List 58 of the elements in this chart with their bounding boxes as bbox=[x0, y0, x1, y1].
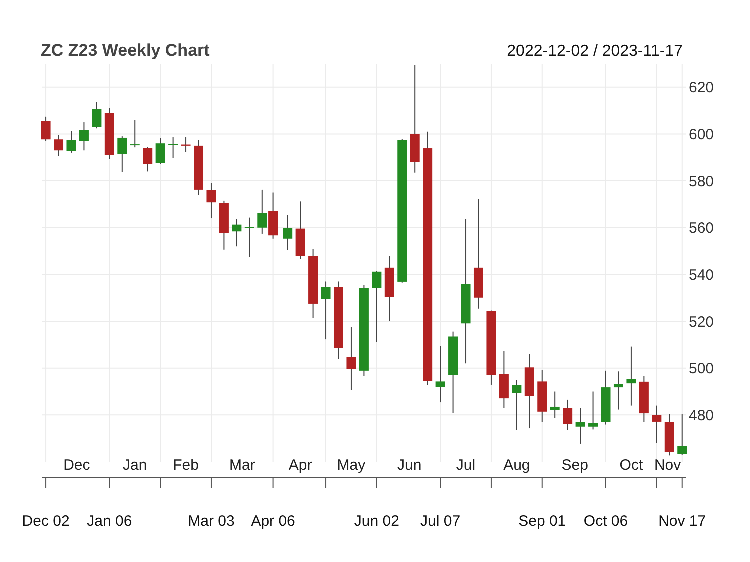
candlestick bbox=[118, 136, 128, 173]
x2-tick-label: Sep bbox=[562, 457, 588, 474]
candlestick bbox=[283, 214, 293, 251]
candlestick bbox=[576, 408, 586, 444]
x2-tick-label: Aug bbox=[504, 457, 530, 474]
x2-tick-label: Jul bbox=[456, 457, 476, 474]
candlestick bbox=[588, 391, 598, 430]
candlestick bbox=[614, 371, 624, 410]
candlestick bbox=[436, 346, 446, 404]
x-tick-label: Sep 01 bbox=[518, 513, 566, 530]
chart-subtitle: 2022-12-02 / 2023-11-17 bbox=[507, 43, 684, 60]
x2-tick-label: Apr bbox=[288, 457, 312, 474]
candlestick bbox=[143, 146, 153, 172]
x-tick-label: Jun 02 bbox=[354, 513, 400, 530]
y-tick-label: 500 bbox=[689, 360, 714, 378]
x2-tick-label: May bbox=[337, 457, 366, 474]
candlestick bbox=[550, 391, 560, 419]
candlestick bbox=[678, 414, 688, 456]
x2-tick-label: Feb bbox=[173, 457, 199, 474]
candlestick bbox=[92, 102, 102, 130]
chart-title: ZC Z23 Weekly Chart bbox=[41, 41, 210, 60]
x-tick-label: Jul 07 bbox=[420, 513, 461, 530]
y-tick-label: 540 bbox=[689, 266, 714, 284]
candlestick bbox=[156, 138, 166, 165]
candlestick bbox=[66, 130, 76, 154]
candlestick bbox=[512, 380, 522, 431]
candlestick bbox=[206, 182, 216, 220]
candlestick bbox=[652, 405, 662, 444]
y-tick-label: 520 bbox=[689, 314, 714, 331]
candlestick bbox=[346, 326, 356, 391]
y-tick-label: 600 bbox=[689, 126, 714, 144]
x2-tick-label: Dec bbox=[64, 457, 91, 474]
y-tick-label: 580 bbox=[689, 173, 714, 190]
candlestick bbox=[321, 281, 331, 340]
candlestick bbox=[41, 116, 51, 142]
x2-tick-label: Jun bbox=[398, 457, 422, 474]
y-tick-label: 480 bbox=[689, 407, 714, 424]
candlestick bbox=[258, 189, 268, 234]
x2-tick-label: Jan bbox=[123, 457, 148, 474]
candlestick bbox=[626, 346, 636, 406]
x-tick-label: Nov 17 bbox=[658, 513, 706, 530]
candlestick bbox=[563, 399, 573, 431]
candlestick bbox=[130, 120, 140, 148]
x-tick-label: Dec 02 bbox=[22, 513, 70, 530]
candlestick bbox=[244, 217, 254, 258]
x-tick-label: Oct 06 bbox=[584, 513, 628, 530]
x-tick-label: Mar 03 bbox=[188, 513, 235, 530]
candlestick bbox=[232, 218, 242, 248]
x2-tick-label: Mar bbox=[229, 457, 256, 474]
candlestick bbox=[54, 134, 64, 157]
x2-tick-label: Oct bbox=[620, 457, 644, 474]
x-tick-label: Jan 06 bbox=[87, 513, 132, 530]
candlestick bbox=[79, 122, 89, 152]
candlestick bbox=[372, 270, 382, 343]
x2-tick-label: Nov bbox=[654, 457, 682, 474]
y-tick-label: 560 bbox=[689, 220, 714, 238]
y-tick-label: 620 bbox=[689, 80, 714, 97]
x-tick-label: Apr 06 bbox=[251, 513, 296, 530]
